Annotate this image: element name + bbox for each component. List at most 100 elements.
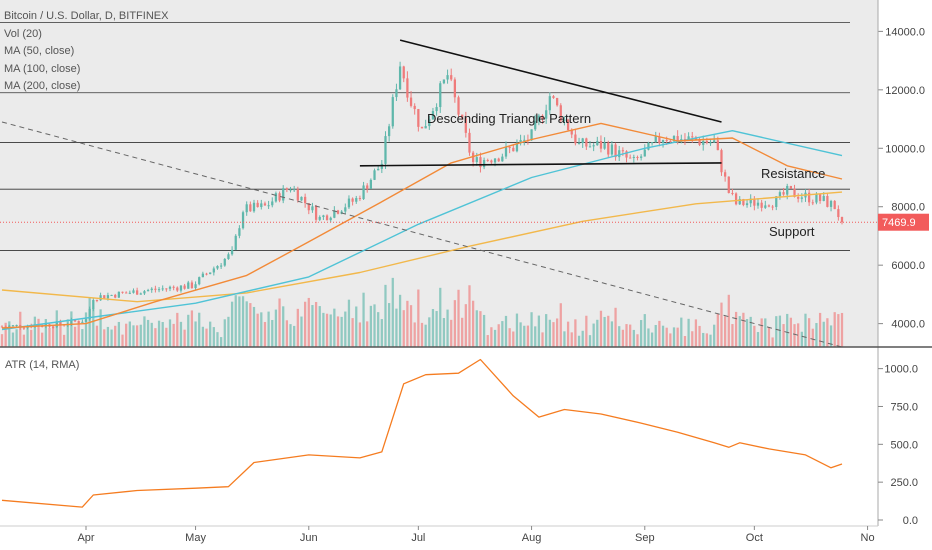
atr-tick-label: 0.0 — [903, 515, 918, 527]
candle-body — [723, 172, 727, 177]
candle-body — [555, 97, 559, 106]
candle-body — [705, 140, 709, 143]
volume-bar — [373, 304, 376, 347]
volume-bar — [420, 322, 424, 347]
volume-bar — [314, 301, 318, 347]
candle-body — [216, 266, 219, 269]
volume-bar — [300, 316, 303, 347]
candle-body — [610, 144, 614, 155]
volume-bar — [650, 332, 654, 347]
legend-ma200: MA (200, close) — [4, 80, 81, 92]
candle-body — [391, 97, 394, 127]
atr-tick-label: 750.0 — [890, 401, 918, 413]
volume-bar — [461, 317, 464, 347]
candle-body — [314, 206, 318, 220]
candle-body — [709, 142, 712, 144]
candle-body — [322, 215, 325, 217]
candle-body — [183, 285, 186, 289]
volume-bar — [296, 308, 299, 347]
candle-body — [738, 199, 741, 205]
volume-bar — [471, 300, 475, 347]
candle-body — [702, 140, 705, 145]
volume-bar — [621, 329, 625, 347]
candle-body — [143, 291, 146, 294]
volume-bar — [552, 322, 555, 347]
volume-bar — [172, 323, 175, 347]
volume-bar — [614, 307, 617, 347]
volume-bar — [771, 337, 774, 347]
candle-body — [431, 111, 435, 120]
candle-body — [150, 288, 153, 291]
volume-bar — [347, 299, 351, 347]
volume-bar — [661, 325, 665, 347]
volume-bar — [139, 324, 142, 347]
candle-body — [760, 202, 763, 208]
candle-body — [716, 140, 719, 151]
candle-body — [103, 295, 106, 299]
candle-body — [453, 79, 457, 98]
volume-bar — [647, 328, 650, 347]
volume-bar — [245, 301, 248, 347]
volume-bar — [44, 319, 47, 347]
candle-body — [537, 115, 541, 121]
volume-bar — [110, 329, 113, 347]
candle-body — [837, 209, 840, 218]
candle-body — [450, 75, 453, 80]
candle-body — [260, 203, 263, 208]
volume-bar — [778, 315, 782, 347]
volume-bar — [271, 319, 274, 347]
candle-body — [271, 201, 274, 206]
candle-body — [749, 198, 752, 204]
candle-body — [128, 292, 131, 294]
volume-bar — [150, 322, 153, 347]
candle-body — [22, 327, 26, 329]
volume-bar — [366, 321, 369, 347]
volume-bar — [767, 327, 771, 347]
time-tick-label: Sep — [635, 532, 655, 544]
volume-bar — [563, 331, 566, 347]
candle-body — [198, 277, 201, 285]
volume-bar — [793, 324, 796, 347]
volume-bar — [482, 314, 486, 347]
volume-bar — [723, 316, 727, 347]
volume-bar — [106, 326, 110, 347]
candle-body — [713, 140, 716, 143]
volume-bar — [274, 309, 278, 347]
candle-body — [212, 268, 215, 273]
volume-bar — [501, 321, 504, 347]
volume-bar — [822, 321, 825, 347]
candle-body — [607, 142, 610, 155]
volume-bar — [66, 319, 69, 347]
volume-bar — [285, 320, 289, 347]
candle-body — [333, 210, 336, 218]
volume-bar — [709, 334, 712, 347]
volume-bar — [55, 310, 58, 347]
volume-bar — [570, 332, 573, 347]
candle-body — [457, 97, 460, 115]
volume-bar — [658, 320, 661, 347]
candle-body — [771, 206, 774, 208]
candle-body — [669, 140, 672, 142]
volume-bar — [325, 313, 329, 347]
volume-bar — [643, 314, 646, 347]
volume-bar — [62, 334, 66, 347]
candle-body — [442, 79, 446, 84]
candle-body — [826, 196, 829, 207]
volume-bar — [84, 312, 88, 347]
volume-bar — [530, 312, 533, 347]
volume-bar — [183, 329, 186, 347]
candle-body — [303, 196, 307, 204]
time-tick-label: Aug — [522, 532, 542, 544]
candle-body — [629, 157, 632, 159]
time-axis: Apr May Jun Jul Aug Sep Oct No — [77, 526, 875, 544]
legend-vol: Vol (20) — [4, 27, 42, 40]
long-trendline — [1, 121, 843, 348]
candle-body — [621, 150, 625, 152]
candle-body — [172, 286, 175, 288]
volume-bar — [764, 318, 767, 347]
volume-bar — [490, 327, 493, 347]
candle-body — [344, 207, 347, 212]
volume-bar — [698, 325, 701, 347]
candle-body — [95, 300, 99, 302]
candle-body — [475, 157, 478, 163]
